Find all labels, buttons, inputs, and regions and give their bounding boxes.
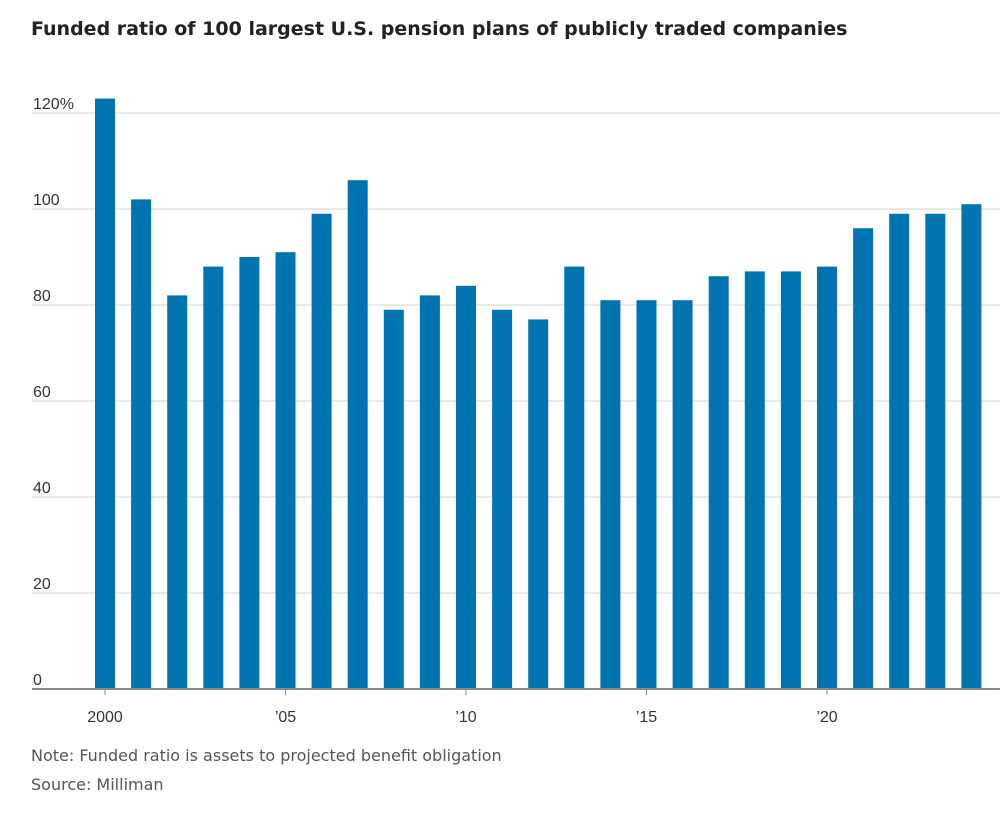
bar-2018 — [744, 271, 765, 689]
y-tick-label-60: 60 — [33, 384, 51, 401]
bar-2008 — [383, 309, 404, 689]
bars — [95, 98, 982, 690]
bar-2020 — [817, 266, 837, 689]
bar-2010 — [456, 285, 476, 689]
x-tick-label-2000: 2000 — [87, 709, 123, 726]
bar-2006 — [311, 213, 332, 690]
bar-2002 — [167, 295, 188, 689]
bar-2024 — [961, 204, 982, 689]
y-tick-label-20: 20 — [33, 576, 51, 593]
chart-title: Funded ratio of 100 largest U.S. pension… — [31, 18, 848, 40]
bar-2017 — [708, 276, 729, 689]
bar-2016 — [672, 300, 693, 689]
gridlines — [32, 112, 1000, 594]
bar-2022 — [889, 213, 910, 690]
bar-2003 — [203, 266, 224, 689]
bar-2023 — [925, 213, 946, 690]
x-tick-label-2020: ’20 — [816, 709, 837, 726]
y-tick-label-40: 40 — [33, 480, 51, 497]
bar-2015 — [636, 300, 657, 689]
y-tick-label-120: 120% — [33, 96, 74, 113]
y-tick-label-100: 100 — [33, 192, 60, 209]
bar-2014 — [600, 300, 621, 689]
bar-2012 — [528, 319, 549, 689]
chart-note: Note: Funded ratio is assets to projecte… — [31, 746, 502, 765]
bar-2005 — [275, 252, 296, 689]
bar-2000 — [95, 98, 115, 690]
bar-2004 — [239, 257, 260, 689]
bar-2009 — [419, 295, 440, 689]
bar-2019 — [780, 271, 801, 689]
chart-source: Source: Milliman — [31, 775, 164, 794]
bar-2013 — [564, 266, 585, 689]
x-tick-label-2005: ’05 — [275, 709, 296, 726]
bar-2021 — [853, 228, 874, 689]
bar-2011 — [492, 309, 513, 689]
x-axis-ticks: 2000 ’05 ’10 ’15 ’20 — [87, 689, 838, 726]
y-tick-label-0: 0 — [33, 672, 42, 689]
y-tick-label-80: 80 — [33, 288, 51, 305]
bar-2001 — [131, 199, 152, 689]
x-tick-label-2010: ’10 — [455, 709, 476, 726]
x-tick-label-2015: ’15 — [636, 709, 657, 726]
y-axis-ticks: 0 20 40 60 80 100 120% — [33, 96, 74, 689]
bar-2007 — [347, 180, 368, 689]
